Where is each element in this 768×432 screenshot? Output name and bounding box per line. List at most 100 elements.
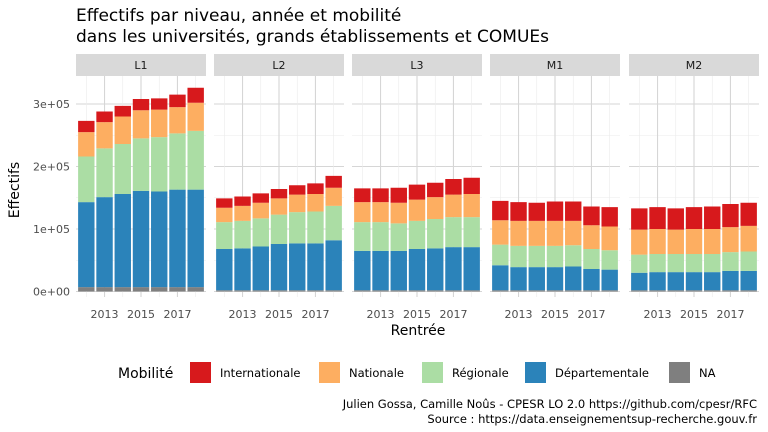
bar-m1-2018-internationale bbox=[601, 207, 618, 227]
bar-l1-2015-internationale bbox=[132, 99, 150, 111]
bar-l1-2017-nationale bbox=[169, 107, 186, 134]
bar-l1-2017-internationale bbox=[169, 94, 186, 108]
bar-l2-2016-internationale bbox=[289, 185, 306, 195]
bar-l2-2013-na bbox=[234, 290, 251, 292]
bar-l2-2012-departementale bbox=[216, 249, 233, 291]
bar-l3-2012-nationale bbox=[354, 202, 371, 223]
bar-l1-2012-na bbox=[78, 287, 95, 292]
bar-m1-2018-na bbox=[601, 290, 618, 292]
bar-l3-2012-departementale bbox=[354, 250, 371, 291]
bar-m1-2016-internationale bbox=[565, 201, 582, 221]
x-tick-label-m2-2017: 2017 bbox=[716, 308, 744, 321]
bar-m1-2015-regionale bbox=[546, 245, 564, 268]
bar-l1-2013-na bbox=[96, 287, 113, 292]
bar-l3-2015-departementale bbox=[408, 249, 426, 291]
bar-m2-2016-nationale bbox=[704, 229, 721, 254]
bar-l3-2016-internationale bbox=[427, 182, 444, 198]
bar-m1-2013-departementale bbox=[510, 267, 527, 291]
bar-l2-2018-internationale bbox=[325, 175, 342, 188]
legend-swatch-regionale bbox=[422, 362, 443, 383]
caption-line-2: Source : https://data.enseignementsup-re… bbox=[427, 412, 757, 426]
bar-m2-2016-departementale bbox=[704, 272, 721, 291]
bar-l1-2016-departementale bbox=[151, 191, 168, 288]
bar-l3-2015-na bbox=[408, 290, 426, 292]
bar-m2-2017-nationale bbox=[722, 227, 739, 253]
bar-l2-2018-nationale bbox=[325, 187, 342, 206]
bar-m1-2014-departementale bbox=[528, 267, 545, 291]
bar-l3-2017-nationale bbox=[445, 194, 462, 218]
bar-l3-2012-internationale bbox=[354, 188, 371, 203]
bar-l3-2018-internationale bbox=[463, 177, 480, 194]
bar-l3-2018-nationale bbox=[463, 194, 480, 218]
x-tick-label-m1-2017: 2017 bbox=[577, 308, 605, 321]
bar-l3-2013-internationale bbox=[372, 188, 389, 203]
bar-l2-2012-regionale bbox=[216, 222, 233, 249]
bar-l3-2018-departementale bbox=[463, 247, 480, 291]
chart-title-line-2: dans les universités, grands établisseme… bbox=[76, 27, 549, 47]
facet-label-l1: L1 bbox=[134, 59, 147, 72]
bar-m1-2013-internationale bbox=[510, 202, 527, 221]
bar-m2-2015-na bbox=[685, 290, 703, 292]
legend-title: Mobilité bbox=[118, 366, 173, 382]
bar-m1-2015-nationale bbox=[546, 220, 564, 246]
facet-strip-l1 bbox=[76, 54, 206, 76]
bar-m1-2015-na bbox=[546, 290, 564, 292]
bar-l1-2018-regionale bbox=[187, 130, 204, 190]
bar-l2-2012-na bbox=[216, 290, 233, 292]
bar-l2-2015-departementale bbox=[270, 244, 288, 291]
facet-label-l2: L2 bbox=[272, 59, 285, 72]
bar-m2-2014-na bbox=[667, 290, 684, 292]
bar-m1-2017-regionale bbox=[583, 249, 600, 269]
bar-l1-2018-departementale bbox=[187, 189, 204, 288]
facet-strip-l3 bbox=[352, 54, 482, 76]
x-tick-label-m1-2015: 2015 bbox=[541, 308, 569, 321]
x-tick-label-m1-2013: 2013 bbox=[505, 308, 533, 321]
bar-m1-2015-departementale bbox=[546, 267, 564, 291]
bar-m2-2014-nationale bbox=[667, 229, 684, 254]
bar-l1-2015-na bbox=[132, 287, 150, 292]
bar-l2-2013-regionale bbox=[234, 220, 251, 249]
bar-l3-2013-departementale bbox=[372, 250, 389, 291]
bar-l2-2014-nationale bbox=[252, 202, 269, 219]
bar-m1-2017-na bbox=[583, 290, 600, 292]
bar-l1-2016-nationale bbox=[151, 109, 168, 138]
x-tick-label-l2-2013: 2013 bbox=[229, 308, 257, 321]
bar-l2-2018-departementale bbox=[325, 240, 342, 291]
bar-m2-2016-internationale bbox=[704, 206, 721, 229]
y-tick-label-0: 0e+00 bbox=[33, 286, 70, 299]
bar-l3-2015-nationale bbox=[408, 199, 426, 221]
bar-m1-2012-na bbox=[492, 290, 509, 292]
bar-m1-2016-na bbox=[565, 290, 582, 292]
legend-label-nationale: Nationale bbox=[349, 366, 404, 380]
bar-l2-2014-regionale bbox=[252, 218, 269, 247]
bar-l1-2012-nationale bbox=[78, 132, 95, 157]
bar-l3-2017-internationale bbox=[445, 179, 462, 195]
bar-m1-2018-nationale bbox=[601, 226, 618, 251]
x-tick-label-m2-2013: 2013 bbox=[644, 308, 672, 321]
bar-l3-2017-regionale bbox=[445, 217, 462, 248]
legend-label-departementale: Départementale bbox=[555, 366, 649, 380]
bar-l1-2013-departementale bbox=[96, 197, 113, 288]
bar-m2-2018-na bbox=[740, 290, 757, 292]
legend-swatch-internationale bbox=[190, 362, 211, 383]
bar-m2-2017-regionale bbox=[722, 252, 739, 271]
bar-m1-2016-regionale bbox=[565, 245, 582, 267]
bar-l1-2014-na bbox=[114, 287, 131, 292]
bar-l3-2014-regionale bbox=[390, 223, 407, 251]
bar-l2-2012-nationale bbox=[216, 207, 233, 223]
facet-strip-m2 bbox=[629, 54, 759, 76]
legend-swatch-nationale bbox=[319, 362, 340, 383]
bar-m2-2018-internationale bbox=[740, 202, 757, 226]
bar-l1-2016-internationale bbox=[151, 98, 168, 110]
bar-m2-2015-departementale bbox=[685, 272, 703, 291]
bar-l2-2015-regionale bbox=[270, 214, 288, 244]
bar-l2-2017-na bbox=[307, 290, 324, 292]
bar-l3-2017-departementale bbox=[445, 247, 462, 291]
bar-l1-2013-nationale bbox=[96, 122, 113, 149]
bar-m1-2018-regionale bbox=[601, 250, 618, 270]
bar-m2-2012-na bbox=[631, 290, 648, 292]
bar-l3-2014-departementale bbox=[390, 250, 407, 291]
bar-m2-2017-departementale bbox=[722, 270, 739, 291]
bar-m1-2012-internationale bbox=[492, 200, 509, 221]
